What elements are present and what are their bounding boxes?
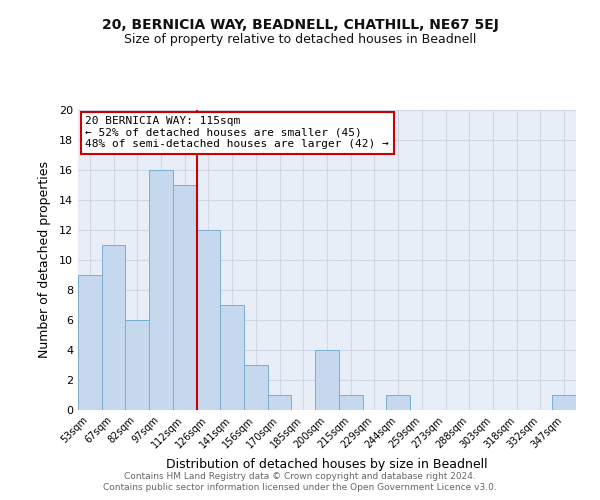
Text: Size of property relative to detached houses in Beadnell: Size of property relative to detached ho… bbox=[124, 32, 476, 46]
Bar bbox=[552, 395, 576, 410]
Bar bbox=[149, 170, 173, 410]
Bar bbox=[173, 185, 197, 410]
Bar bbox=[78, 275, 102, 410]
Text: Contains HM Land Registry data © Crown copyright and database right 2024.: Contains HM Land Registry data © Crown c… bbox=[124, 472, 476, 481]
X-axis label: Distribution of detached houses by size in Beadnell: Distribution of detached houses by size … bbox=[166, 458, 488, 471]
Bar bbox=[197, 230, 220, 410]
Y-axis label: Number of detached properties: Number of detached properties bbox=[38, 162, 50, 358]
Text: Contains public sector information licensed under the Open Government Licence v3: Contains public sector information licen… bbox=[103, 484, 497, 492]
Bar bbox=[102, 245, 125, 410]
Bar bbox=[268, 395, 292, 410]
Bar bbox=[386, 395, 410, 410]
Text: 20, BERNICIA WAY, BEADNELL, CHATHILL, NE67 5EJ: 20, BERNICIA WAY, BEADNELL, CHATHILL, NE… bbox=[101, 18, 499, 32]
Text: 20 BERNICIA WAY: 115sqm
← 52% of detached houses are smaller (45)
48% of semi-de: 20 BERNICIA WAY: 115sqm ← 52% of detache… bbox=[85, 116, 389, 149]
Bar bbox=[220, 305, 244, 410]
Bar bbox=[315, 350, 339, 410]
Bar bbox=[339, 395, 362, 410]
Bar bbox=[244, 365, 268, 410]
Bar bbox=[125, 320, 149, 410]
